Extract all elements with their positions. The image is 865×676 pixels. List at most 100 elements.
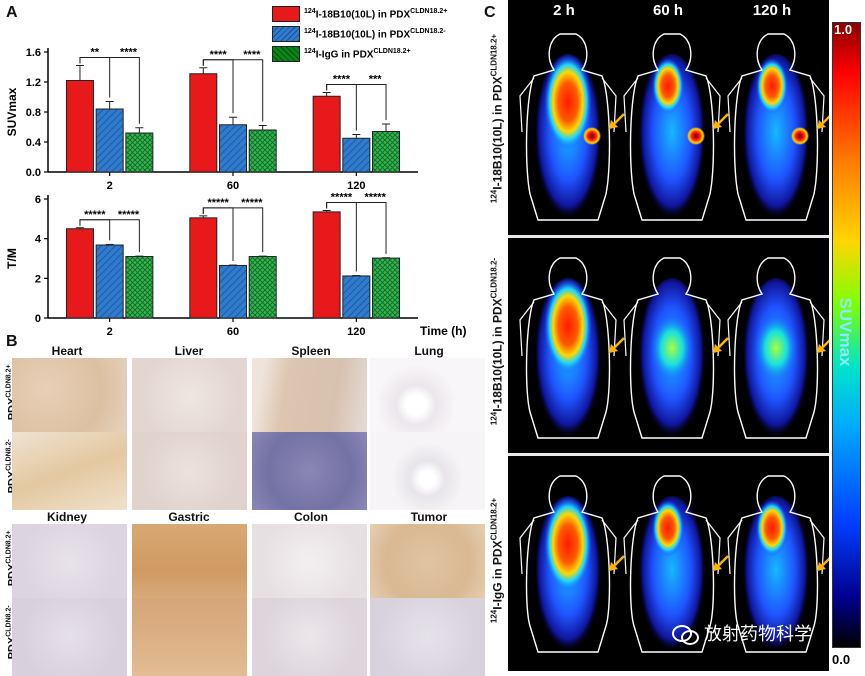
suv-sig-label-0-0: ** bbox=[91, 47, 100, 59]
tm-bar-2-1 bbox=[342, 275, 371, 319]
pet-right-limb-0-0 bbox=[601, 77, 617, 133]
pet-separator-1 bbox=[508, 235, 829, 238]
watermark: 放射药物科学 bbox=[672, 620, 812, 646]
tm-bar-1-2 bbox=[248, 256, 277, 319]
pet-row-label-1: 124I-18B10(10L) in PDXCLDN18.2- bbox=[489, 257, 505, 426]
suv-bar-1-1 bbox=[219, 124, 247, 173]
pet-tumor-0-1 bbox=[687, 127, 705, 145]
tm-chart: 0 2 4 6 T/M Time (h) 2 60 120 ***** ***** ***** ****… bbox=[5, 192, 466, 338]
pet-right-limb-1-0 bbox=[601, 301, 617, 357]
ihc-gastric-neg bbox=[132, 598, 247, 676]
ihc-heart-pos bbox=[12, 358, 127, 436]
pet-hotspot-2-0 bbox=[544, 496, 592, 592]
suv-ytick-label-0: 0.0 bbox=[26, 167, 41, 179]
suv-xtick-label-2: 120 bbox=[347, 180, 365, 192]
pet-outline-0-0 bbox=[525, 33, 611, 221]
tm-ytick-label-0: 0 bbox=[35, 313, 41, 325]
time-header-120h: 120 h bbox=[752, 2, 792, 19]
suv-ytick-label-4: 1.6 bbox=[26, 47, 41, 59]
pet-separator-2 bbox=[508, 453, 829, 456]
suv-sig-2-1 bbox=[326, 84, 387, 120]
ihc-liver-neg bbox=[132, 432, 247, 510]
tm-bar-0-2 bbox=[125, 256, 154, 319]
pet-cell-0-2 bbox=[727, 33, 829, 228]
ihc-tumor-neg bbox=[370, 598, 485, 676]
suv-sig-label-2-0: **** bbox=[333, 74, 351, 86]
panel-b-letter: B bbox=[6, 333, 18, 350]
watermark-text: 放射药物科学 bbox=[704, 624, 812, 644]
pet-arrowhead-0-0 bbox=[609, 120, 618, 129]
tissue-label-kidney: Kidney bbox=[46, 510, 87, 524]
suv-bar-2-1 bbox=[342, 137, 371, 173]
legend-item-2: 124I-IgG in PDXCLDN18.2+ bbox=[272, 44, 482, 64]
ihc-spleen-pos bbox=[252, 358, 367, 436]
tm-xtick-label-2: 120 bbox=[347, 326, 365, 338]
ihc-colon-pos bbox=[252, 524, 367, 602]
pet-right-limb-1-1 bbox=[705, 301, 721, 357]
pet-hotspot-1-0 bbox=[544, 278, 592, 374]
pet-cell-2-1 bbox=[623, 475, 729, 660]
pet-right-limb-2-0 bbox=[601, 519, 617, 575]
ihc-colon-neg bbox=[252, 598, 367, 676]
tm-sig-label-1-1: ***** bbox=[241, 197, 263, 209]
suv-sig-label-2-1: *** bbox=[369, 74, 383, 86]
panel-c-letter: C bbox=[484, 4, 496, 21]
pet-row-label-0: 124I-18B10(10L) in PDXCLDN18.2+ bbox=[489, 33, 505, 204]
tm-sig-label-2-0: ***** bbox=[331, 192, 353, 204]
pet-left-limb-1-2 bbox=[727, 301, 743, 357]
ihc-kidney-pos bbox=[12, 524, 127, 602]
tm-bar-0-1 bbox=[95, 244, 124, 319]
tm-bar-1-1 bbox=[219, 264, 247, 319]
tm-bar-2-0 bbox=[312, 211, 341, 319]
pet-outline-1-0 bbox=[525, 257, 611, 439]
tm-sig-2-1 bbox=[326, 202, 387, 254]
tm-ytick-label-1: 2 bbox=[35, 273, 41, 285]
pet-right-limb-2-2 bbox=[809, 519, 825, 575]
ihc-tumor-pos bbox=[370, 524, 485, 602]
pet-arrowhead-2-0 bbox=[609, 562, 618, 571]
pet-arrowhead-2-2 bbox=[817, 562, 826, 571]
time-header-60h: 60 h bbox=[652, 2, 683, 19]
ihc-gastric-pos bbox=[132, 524, 247, 602]
pet-arrowhead-1-1 bbox=[713, 344, 722, 353]
pet-right-limb-2-1 bbox=[705, 519, 721, 575]
suv-ytick-label-1: 0.4 bbox=[26, 137, 42, 149]
ihc-lung-neg bbox=[370, 432, 485, 510]
tissue-label-heart: Heart bbox=[51, 344, 83, 358]
legend-swatch-2 bbox=[272, 46, 300, 62]
ihc-lung-pos bbox=[370, 358, 485, 436]
tm-sig-label-2-1: ***** bbox=[364, 192, 386, 204]
tm-sig-label-1-0: ***** bbox=[207, 197, 229, 209]
tissue-label-spleen: Spleen bbox=[291, 344, 331, 358]
time-header-2h: 2 h bbox=[553, 2, 575, 19]
pet-hotspot-2-1 bbox=[652, 500, 684, 556]
suv-bar-1-0 bbox=[189, 73, 218, 173]
pet-cell-1-0 bbox=[519, 257, 625, 446]
suv-bar-0-1 bbox=[95, 108, 124, 173]
tm-ytick-label-2: 4 bbox=[35, 234, 42, 246]
tm-xlabel: Time (h) bbox=[420, 324, 466, 338]
suv-bar-0-2 bbox=[125, 132, 154, 173]
legend-item-1: 124I-18B10(10L) in PDXCLDN18.2- bbox=[272, 24, 482, 44]
tm-ytick-label-3: 6 bbox=[35, 194, 41, 206]
pet-cell-0-0 bbox=[519, 33, 625, 228]
tissue-label-tumor: Tumor bbox=[410, 510, 448, 524]
chart-legend: 124I-18B10(10L) in PDXCLDN18.2+ 124I-18B… bbox=[272, 4, 482, 64]
pet-outline-1-2 bbox=[733, 257, 819, 439]
pet-left-limb-0-0 bbox=[519, 77, 535, 133]
tm-sig-label-0-1: ***** bbox=[118, 209, 140, 221]
tm-bar-2-2 bbox=[372, 257, 401, 319]
pet-arrowhead-1-0 bbox=[609, 344, 618, 353]
pet-outline-1-1 bbox=[629, 257, 715, 439]
pet-outline-2-2 bbox=[733, 475, 819, 653]
tm-bar-0-0 bbox=[65, 228, 94, 319]
suv-ytick-label-2: 0.8 bbox=[26, 107, 41, 119]
suv-bar-1-2 bbox=[248, 129, 277, 173]
pet-scans bbox=[508, 33, 829, 660]
tm-ylabel: T/M bbox=[5, 248, 19, 269]
pet-warmspot-1-1 bbox=[650, 314, 694, 382]
colorbar-title: SUVmax bbox=[836, 297, 855, 367]
pet-row-label-2: 124I-IgG in PDXCLDN18.2+ bbox=[489, 497, 505, 624]
